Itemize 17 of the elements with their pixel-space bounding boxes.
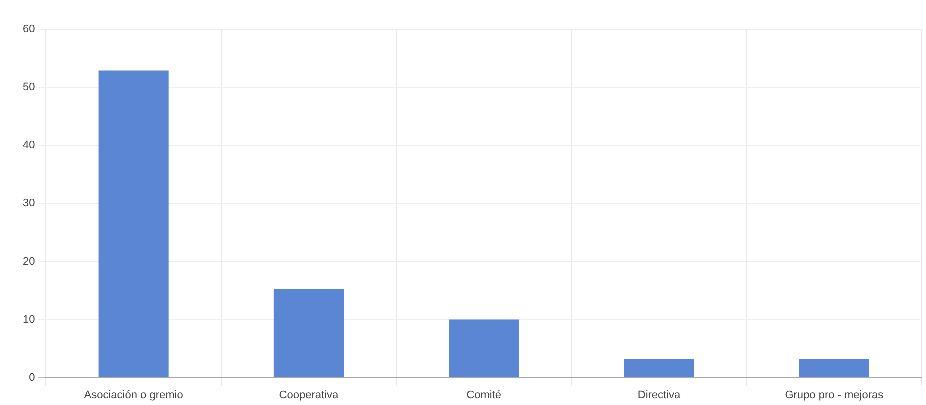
y-tick-label: 20 (22, 256, 36, 268)
x-tick-label: Directiva (638, 389, 682, 402)
bar (449, 320, 520, 378)
x-tick-label: Cooperativa (279, 389, 340, 402)
x-tick-label: Comité (466, 389, 502, 402)
bar (274, 289, 344, 378)
y-tick-label: 40 (22, 140, 36, 152)
y-tick-label: 0 (29, 372, 36, 384)
x-tick-label: Grupo pro - mejoras (785, 389, 884, 402)
x-tick-label: Asociación o gremio (84, 389, 184, 402)
y-tick-label: 60 (22, 24, 36, 36)
bar (799, 359, 870, 378)
bar (624, 359, 694, 378)
y-tick-label: 30 (22, 198, 36, 210)
y-tick-label: 50 (22, 82, 36, 94)
y-tick-label: 10 (22, 314, 36, 326)
bar (98, 70, 169, 378)
